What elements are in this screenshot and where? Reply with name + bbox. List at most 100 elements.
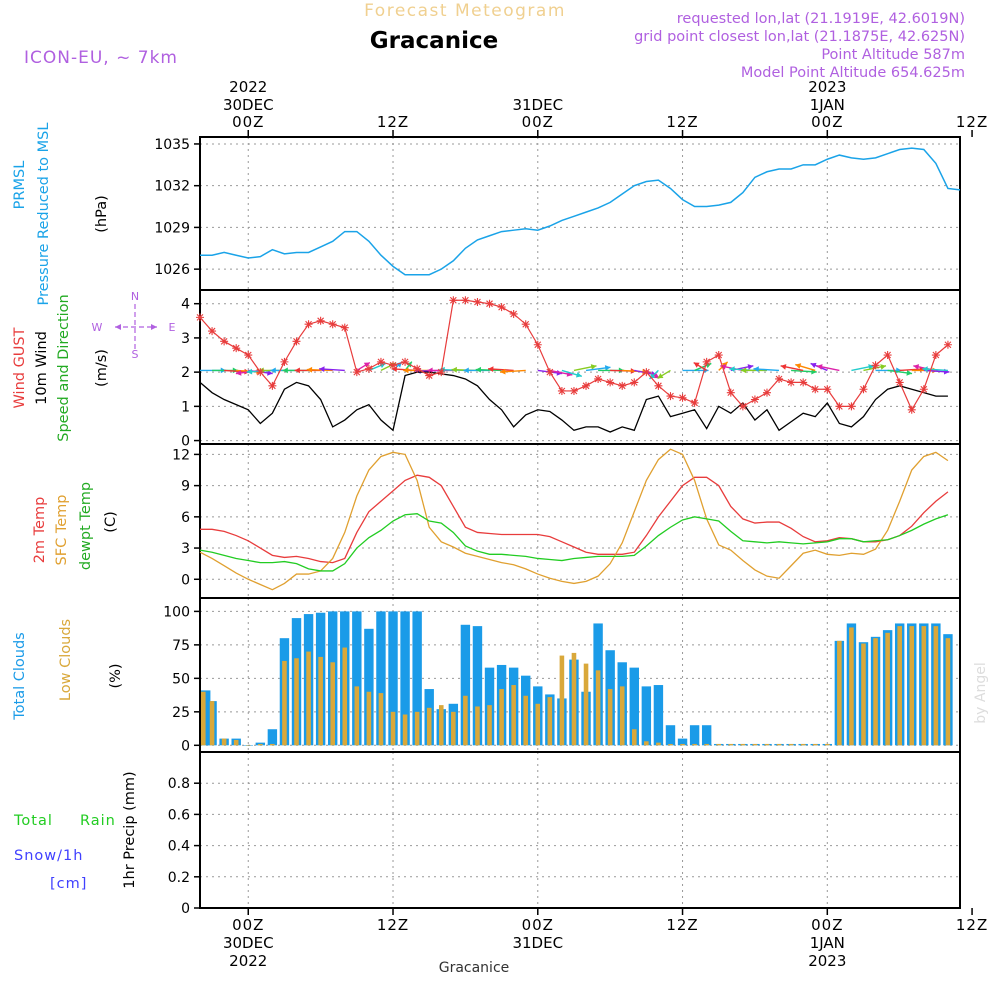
top-tick-label: 00Z bbox=[232, 113, 264, 131]
gust-marker bbox=[931, 351, 940, 360]
gust-marker bbox=[413, 364, 422, 373]
top-tick-label: 00Z bbox=[811, 113, 843, 131]
gust-marker bbox=[557, 386, 566, 395]
low-cloud-bar bbox=[475, 706, 480, 746]
wind-arrow-head bbox=[451, 366, 457, 373]
top-tick-label: 00Z bbox=[522, 113, 554, 131]
gust-marker bbox=[304, 320, 313, 329]
wind-ytick-label: 4 bbox=[181, 297, 190, 313]
wind-arrow-head bbox=[753, 366, 759, 373]
low-cloud-bar bbox=[221, 738, 227, 746]
wind-arrow-head bbox=[246, 368, 253, 375]
low-cloud-bar bbox=[680, 743, 685, 746]
precipitation-ytick-label: 0.8 bbox=[168, 776, 190, 792]
low-cloud-bar bbox=[945, 638, 951, 746]
low-cloud-bar bbox=[692, 743, 697, 746]
wind-gust-markers bbox=[196, 296, 952, 414]
wind-arrow-head bbox=[657, 373, 664, 379]
gust-marker bbox=[618, 381, 627, 390]
gust-marker bbox=[533, 340, 542, 349]
low-cloud-bar bbox=[258, 743, 263, 746]
low-cloud-bar bbox=[873, 638, 878, 746]
total-cloud-bar bbox=[677, 738, 688, 746]
gust-marker bbox=[521, 320, 530, 329]
temperature-ytick-label: 0 bbox=[181, 572, 190, 588]
cloud-bars bbox=[201, 611, 953, 746]
low-cloud-bar bbox=[318, 656, 323, 746]
low-cloud-bar bbox=[294, 658, 299, 746]
low-cloud-bar bbox=[812, 743, 818, 746]
gust-marker bbox=[280, 357, 289, 366]
temperature-ytick-label: 6 bbox=[181, 510, 190, 526]
pressure-ytick-label: 1035 bbox=[154, 137, 190, 153]
low-cloud-bar bbox=[233, 739, 239, 746]
low-cloud-bar bbox=[451, 711, 456, 746]
total-cloud-bar bbox=[388, 611, 398, 746]
low-cloud-bar bbox=[559, 655, 565, 746]
gust-marker bbox=[425, 371, 434, 380]
wind-label-10m: 10m Wind bbox=[34, 331, 50, 405]
wind-arrow-head bbox=[913, 364, 920, 370]
wind-arrow-head bbox=[403, 367, 409, 374]
gust-marker bbox=[364, 364, 373, 373]
wind-arrows bbox=[200, 361, 950, 380]
panel-precipitation: 0 0.2 0.4 0.6 0.8 bbox=[168, 751, 961, 917]
temperature-frame bbox=[199, 443, 961, 599]
clouds-grid bbox=[200, 598, 960, 752]
gust-marker bbox=[316, 316, 325, 325]
bottom-day-label: 30DEC bbox=[223, 934, 274, 952]
temp-ylabels: 2m Temp SFC Temp dewpt Temp (C) bbox=[32, 482, 119, 570]
low-cloud-bar bbox=[463, 695, 468, 746]
gust-marker bbox=[762, 388, 771, 397]
wind-arrow-head bbox=[575, 372, 582, 378]
temp-label-unit: (C) bbox=[103, 511, 119, 532]
cloud-label-unit: (%) bbox=[108, 663, 124, 688]
gust-marker bbox=[666, 392, 675, 401]
panels: 102610291032103501234036912025507510000.… bbox=[154, 136, 961, 917]
low-cloud-bar bbox=[752, 743, 758, 746]
gust-marker bbox=[919, 385, 928, 394]
low-cloud-bar bbox=[245, 745, 251, 746]
panel-clouds: 0 25 50 75 100 bbox=[163, 597, 961, 754]
low-cloud-bar bbox=[354, 686, 360, 746]
temp-label-dewpt: dewpt Temp bbox=[78, 482, 94, 570]
gust-marker bbox=[799, 378, 808, 387]
wind-ytick-label: 1 bbox=[181, 399, 190, 415]
gust-marker bbox=[497, 303, 506, 312]
clouds-frame bbox=[199, 597, 961, 753]
gust-marker bbox=[726, 388, 735, 397]
gust-marker bbox=[823, 385, 832, 394]
gust-marker bbox=[569, 386, 578, 395]
bottom-tick-label: 12Z bbox=[956, 916, 988, 934]
footer-location: Gracanice bbox=[439, 960, 510, 976]
precipitation-ytick-label: 0.2 bbox=[168, 870, 190, 886]
compass-west: W bbox=[92, 321, 103, 334]
wind-arrow-head bbox=[795, 363, 802, 369]
gust-marker bbox=[449, 296, 458, 305]
pressure-ytick-label: 1032 bbox=[154, 179, 190, 195]
cloud-label-low: Low Clouds bbox=[58, 619, 74, 701]
wind-arrow-head bbox=[816, 364, 823, 370]
wind-label-unit: (m/s) bbox=[94, 349, 110, 387]
forecast-title: Forecast Meteogram bbox=[364, 1, 566, 21]
pressure-ytick-label: 1026 bbox=[154, 262, 190, 278]
temp-sfc-line bbox=[199, 448, 949, 591]
gust-marker bbox=[678, 393, 687, 402]
total-cloud-bar bbox=[689, 725, 700, 746]
wind-ytick-label: 3 bbox=[181, 331, 190, 347]
low-cloud-bar bbox=[366, 691, 372, 746]
low-cloud-bar bbox=[487, 705, 492, 746]
low-cloud-bar bbox=[209, 701, 215, 746]
bottom-tick-label: 12Z bbox=[377, 916, 409, 934]
wind-arrow-head bbox=[306, 366, 313, 373]
compass-east: E bbox=[169, 321, 176, 334]
low-cloud-bar bbox=[933, 626, 939, 746]
wind-arrow-head bbox=[475, 366, 482, 373]
low-cloud-bar bbox=[426, 707, 432, 746]
wind-ylabels: Wind GUST 10m Wind Speed and Direction (… bbox=[12, 290, 176, 442]
total-cloud-bar bbox=[460, 624, 471, 746]
gust-marker bbox=[352, 368, 361, 377]
low-cloud-bar bbox=[656, 742, 661, 746]
low-cloud-bar bbox=[583, 663, 589, 746]
panel-pressure: 1026 1029 1032 1035 bbox=[154, 136, 961, 291]
